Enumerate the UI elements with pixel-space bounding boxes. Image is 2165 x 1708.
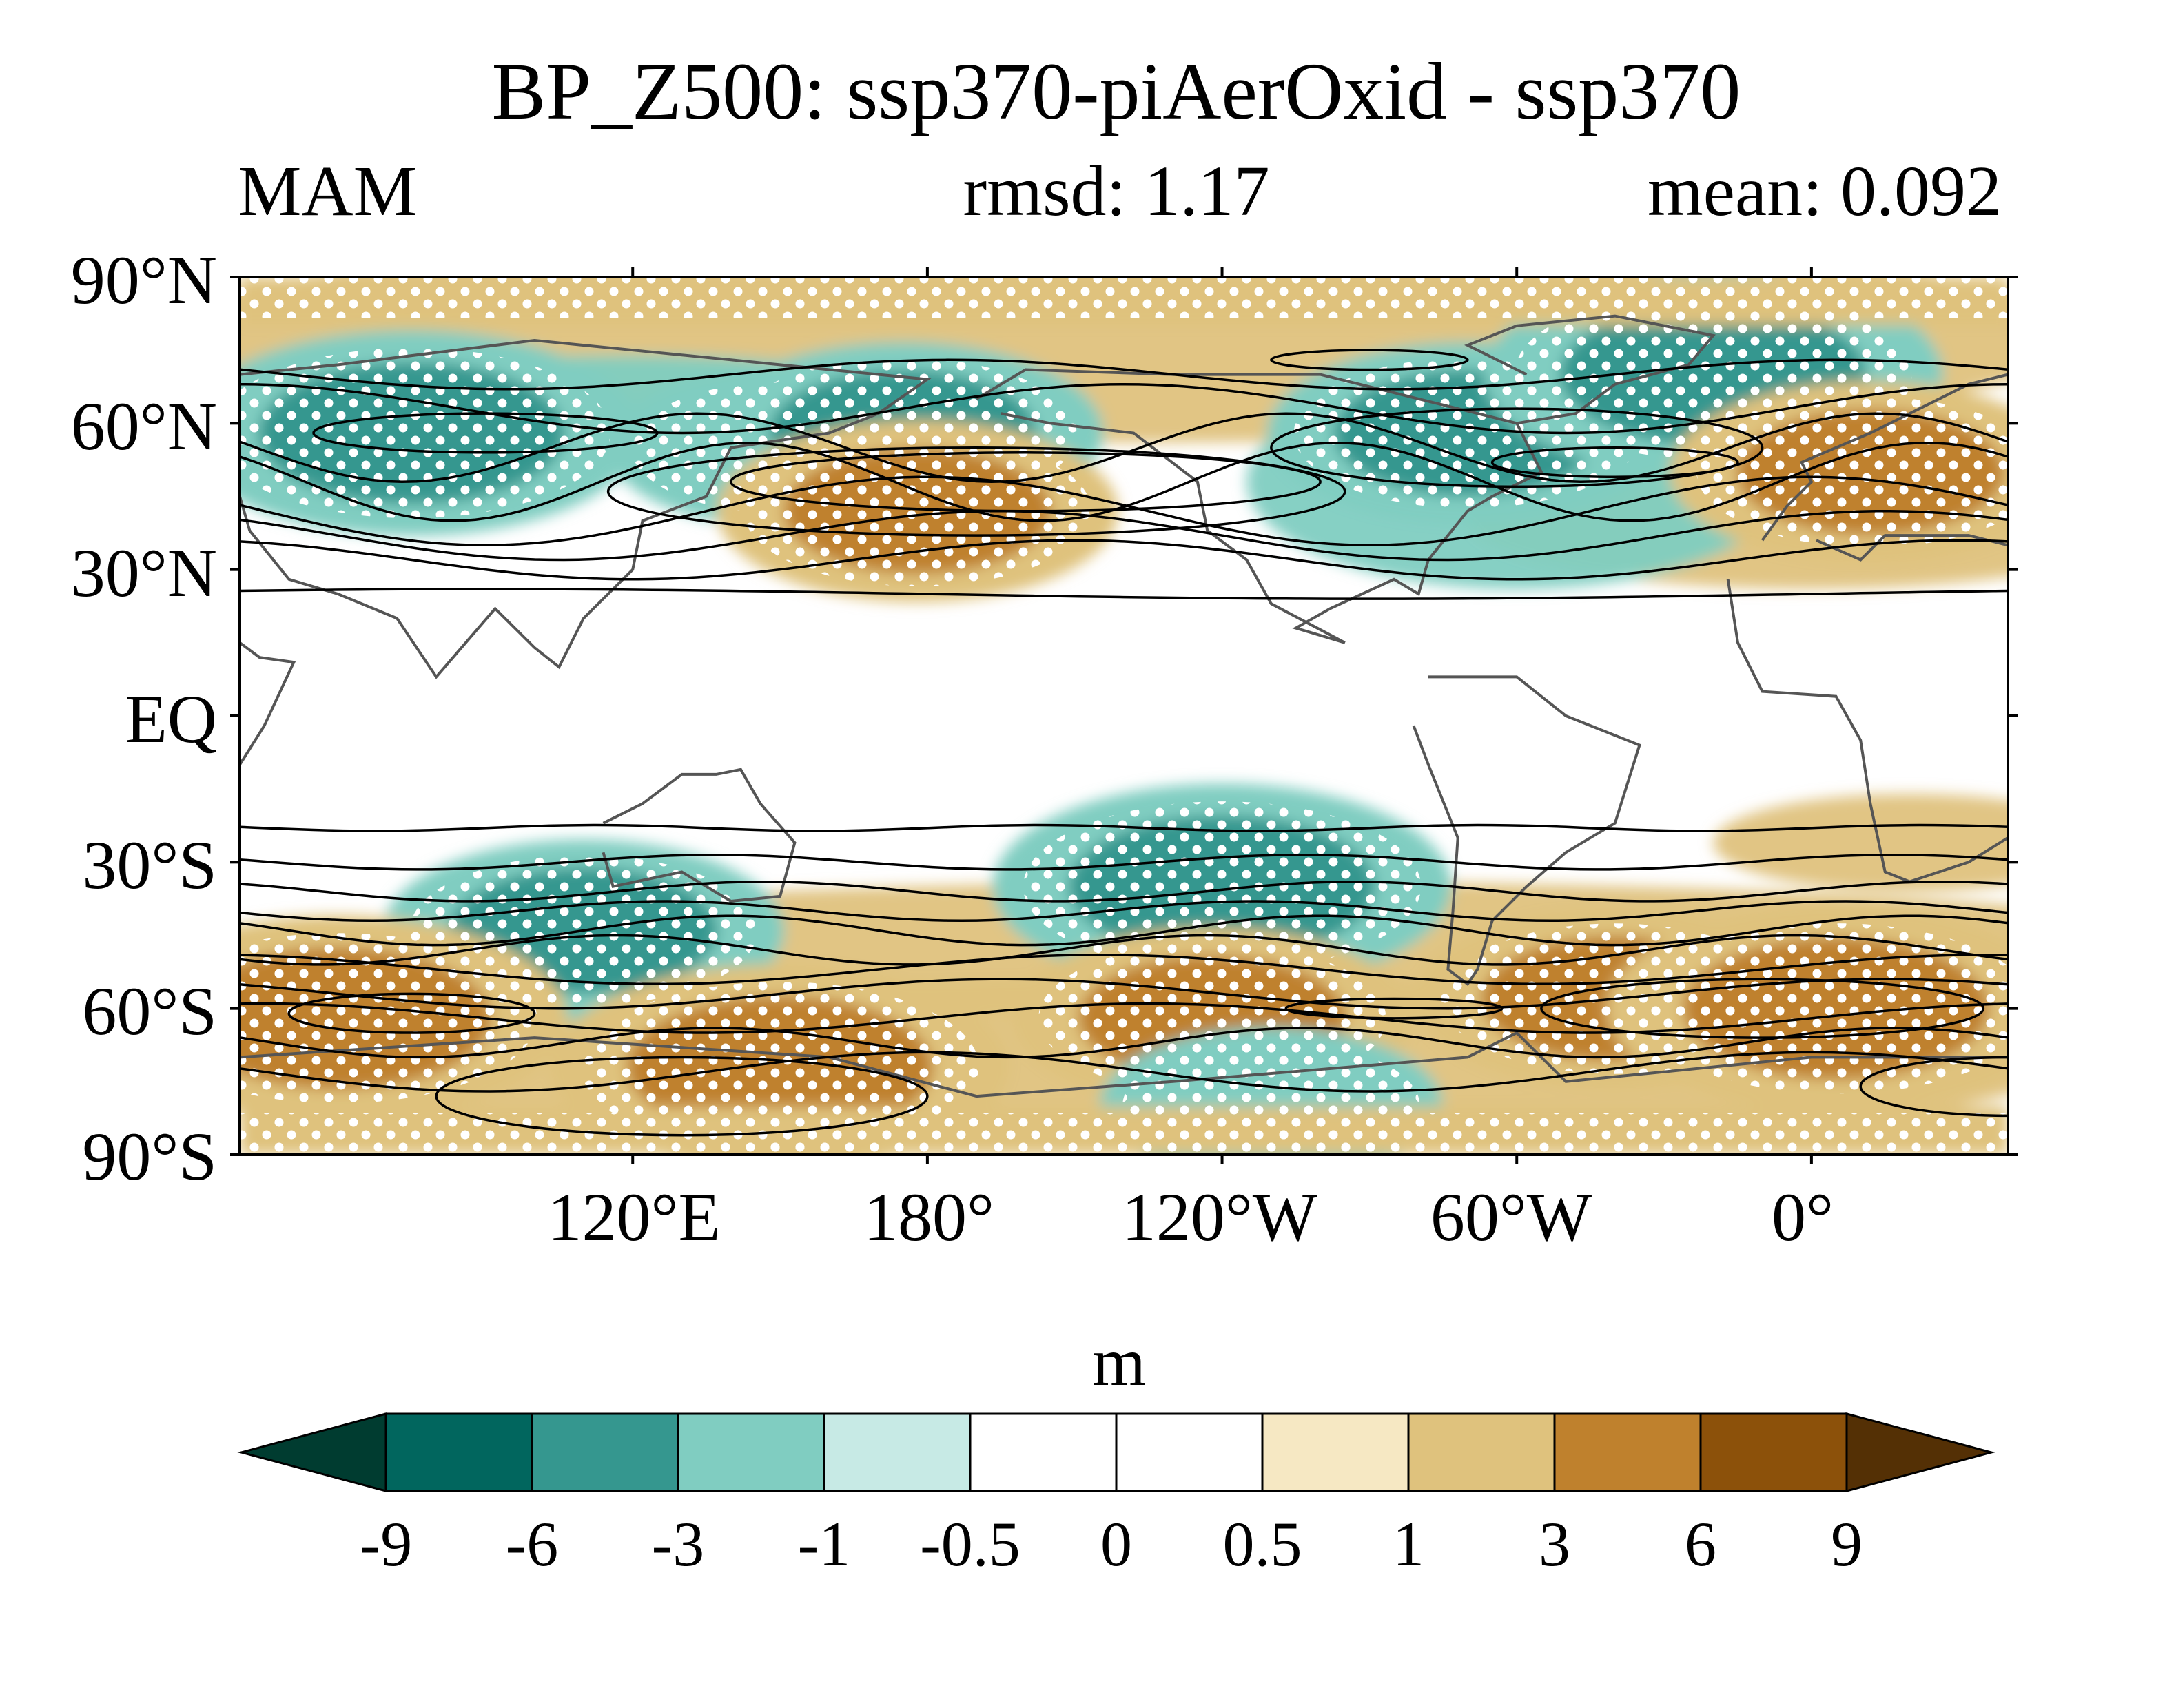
z500-contour xyxy=(240,442,2008,522)
colorbar-box xyxy=(1261,1412,1410,1492)
z500-contour xyxy=(240,880,2008,903)
colorbar-tick-label: -3 xyxy=(652,1509,705,1579)
z500-contour xyxy=(240,475,2008,546)
stipple-patch xyxy=(1637,923,2008,1094)
colorbar-boxes xyxy=(237,1412,1995,1492)
lat-label-30n: 30°N xyxy=(71,535,217,611)
rmsd-label: rmsd: 1.17 xyxy=(963,152,1270,231)
stipple-polar-south xyxy=(240,1113,2008,1155)
z500-closed-contour xyxy=(730,451,1322,513)
climatology-contours xyxy=(240,349,2008,1137)
colorbar-box xyxy=(1553,1412,1702,1492)
coastline xyxy=(1726,579,2008,883)
stipple-polar-north xyxy=(240,277,2008,318)
latitude-labels: 90°N 60°N 30°N EQ 30°S 60°S 90°S xyxy=(71,242,217,1195)
coastline xyxy=(1464,314,1716,425)
colorbar-box xyxy=(823,1412,972,1492)
lat-label-eq: EQ xyxy=(125,681,217,757)
z500-contour xyxy=(240,978,2008,1010)
colorbar-tick-label: -0.5 xyxy=(920,1509,1020,1579)
lat-label-90s: 90°S xyxy=(82,1118,217,1195)
coastline xyxy=(240,1031,2008,1098)
colorbar-tick-label: 9 xyxy=(1831,1509,1863,1579)
z500-closed-contour xyxy=(606,446,1346,537)
z500-closed-contour xyxy=(1859,1056,2008,1118)
mean-label: mean: 0.092 xyxy=(1648,152,2002,231)
chart-title: BP_Z500: ssp370-piAerOxid - ssp370 xyxy=(492,46,1741,136)
z500-contour xyxy=(240,1002,2008,1034)
z500-contour xyxy=(240,934,2008,966)
z500-contour xyxy=(240,853,2008,871)
lat-label-30s: 30°S xyxy=(82,827,217,903)
z500-contour xyxy=(240,900,2008,923)
z500-closed-contour xyxy=(435,1056,929,1137)
lon-label-120w: 120°W xyxy=(1122,1179,1318,1255)
stipple-patch xyxy=(1696,396,2008,548)
colorbar-tick-label: -6 xyxy=(506,1509,559,1579)
colorbar-extend-low xyxy=(237,1412,387,1492)
colorbar-tick-label: 3 xyxy=(1539,1509,1570,1579)
z500-contour xyxy=(240,1051,2008,1093)
z500-contour xyxy=(240,823,2008,832)
axis-ticks xyxy=(230,267,2018,1164)
anomaly-band xyxy=(1713,794,2008,892)
coastline xyxy=(240,641,296,816)
z500-contour xyxy=(240,588,2008,600)
colorbar-tick-label: 0 xyxy=(1100,1509,1132,1579)
stipple-patch xyxy=(743,435,1091,586)
coastlines xyxy=(240,314,2008,1098)
lon-label-180: 180° xyxy=(863,1179,994,1255)
z500-contour xyxy=(240,510,2008,562)
colorbar-extend-high xyxy=(1845,1412,1995,1492)
colorbar-box xyxy=(969,1412,1118,1492)
z500-closed-contour xyxy=(1270,407,1764,488)
z500-closed-contour xyxy=(1540,978,1985,1039)
coastline xyxy=(240,338,932,679)
z500-closed-contour xyxy=(1284,997,1504,1020)
colorbar-labels: -9 -6 -3 -1 -0.5 0 0.5 1 3 6 9 xyxy=(360,1509,1863,1579)
colorbar-box xyxy=(1699,1412,1848,1492)
z500-contour xyxy=(240,1027,2008,1059)
z500-closed-contour xyxy=(1270,349,1469,371)
season-label: MAM xyxy=(238,152,417,231)
map-panel xyxy=(230,267,2018,1164)
stipple-patch xyxy=(1023,801,1422,972)
z500-closed-contour xyxy=(1490,446,1739,478)
colorbar-box xyxy=(384,1412,533,1492)
significance-stippling xyxy=(240,277,2008,1155)
z500-contour xyxy=(240,382,2008,435)
colorbar-tick-label: 6 xyxy=(1685,1509,1716,1579)
colorbar: m -9 -6 -3 -1 -0.5 0 0.5 1 3 6 9 xyxy=(237,1324,1995,1579)
colorbar-tick-label: -1 xyxy=(798,1509,851,1579)
colorbar-box xyxy=(1407,1412,1556,1492)
lon-label-60w: 60°W xyxy=(1430,1179,1592,1255)
lat-label-90n: 90°N xyxy=(71,242,217,318)
colorbar-unit: m xyxy=(1092,1324,1146,1400)
z500-closed-contour xyxy=(312,412,659,454)
stipple-patch xyxy=(581,982,979,1153)
z500-contour xyxy=(240,914,2008,947)
lon-label-120e: 120°E xyxy=(547,1179,720,1255)
coastline xyxy=(1761,373,2008,562)
lat-label-60n: 60°N xyxy=(71,388,217,464)
z500-closed-contour xyxy=(287,992,536,1034)
lat-label-60s: 60°S xyxy=(82,973,217,1049)
z500-contour xyxy=(240,358,2008,391)
coastline xyxy=(602,768,797,903)
colorbar-box xyxy=(1115,1412,1264,1492)
z500-contour xyxy=(240,954,2008,986)
colorbar-tick-label: 1 xyxy=(1393,1509,1424,1579)
z500-contour xyxy=(240,539,2008,581)
stipple-patch xyxy=(240,933,537,1104)
colorbar-box xyxy=(677,1412,825,1492)
colorbar-tick-label: -9 xyxy=(360,1509,413,1579)
colorbar-box xyxy=(531,1412,679,1492)
lon-label-0: 0° xyxy=(1772,1179,1834,1255)
colorbar-tick-label: 0.5 xyxy=(1223,1509,1302,1579)
longitude-labels: 120°E 180° 120°W 60°W 0° xyxy=(547,1179,1834,1255)
